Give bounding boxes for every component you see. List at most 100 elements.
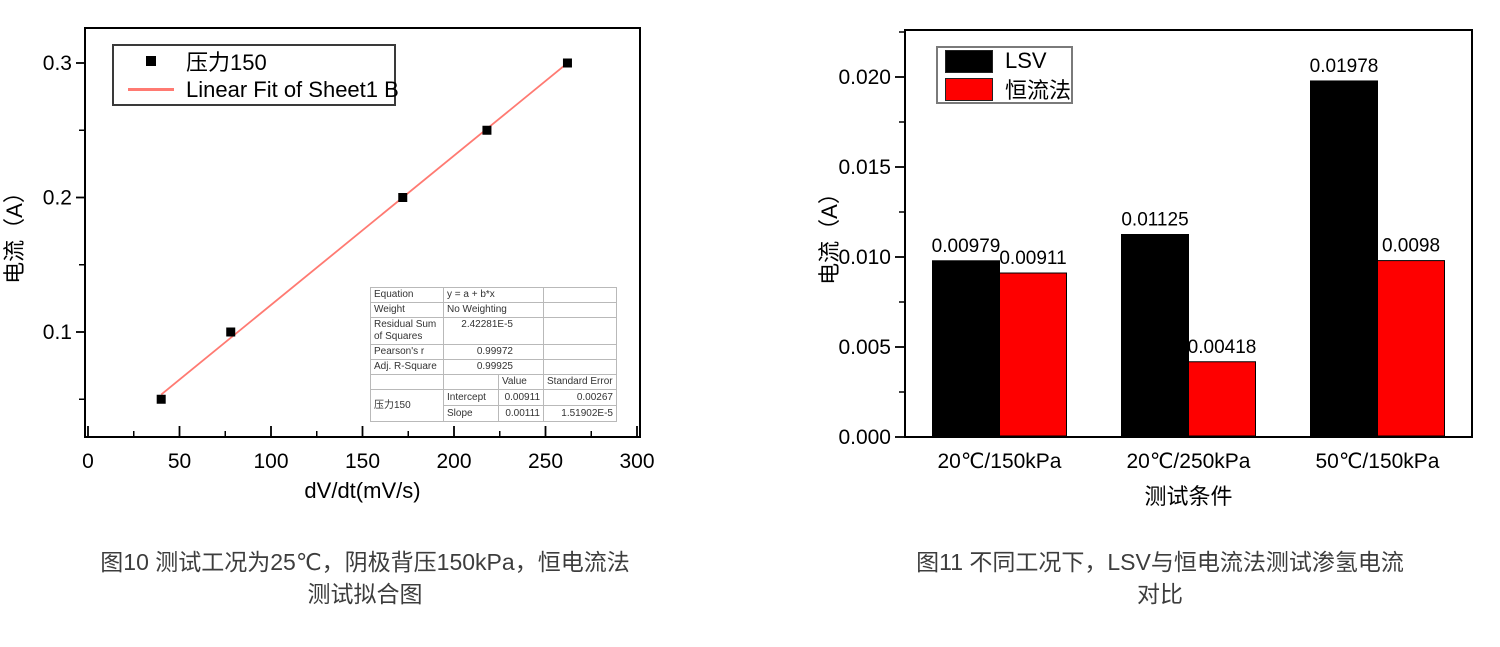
bar-lsv (932, 260, 1000, 437)
x-category-label: 50℃/150kPa (1315, 450, 1439, 473)
stats-cell: No Weighting (443, 302, 544, 318)
bar-value-label: 0.0098 (1382, 236, 1440, 257)
bar-lsv (1121, 234, 1189, 437)
stats-cell (443, 374, 499, 390)
linear-fit-line (160, 62, 569, 396)
stats-row: Slope 0.00111 1.51902E-5 (371, 405, 617, 422)
stats-cell: Weight (370, 302, 444, 318)
stats-cell: 压力150 (370, 389, 444, 422)
data-point (156, 394, 166, 404)
x-axis-tick-label: 0 (82, 450, 94, 473)
fig11-caption: 图11 不同工况下，LSV与恒电流法测试渗氢电流 对比 (860, 546, 1460, 610)
y-axis-tick-label: 0.3 (43, 52, 72, 75)
fig11-caption-line1: 图11 不同工况下，LSV与恒电流法测试渗氢电流 (916, 549, 1404, 575)
stats-cell (543, 359, 617, 375)
fig10-plot-frame (84, 27, 641, 438)
fig10-legend: 压力150 Linear Fit of Sheet1 B (112, 44, 399, 106)
fit-stats-table: Equation y = a + b*x Weight No Weighting… (370, 287, 617, 422)
data-point (482, 125, 492, 135)
fig11-legend-item-lsv: LSV (938, 48, 1071, 73)
bar-constant-current (999, 272, 1067, 437)
bar-value-label: 0.00979 (932, 236, 1001, 257)
legend-marker-wrap (128, 55, 174, 66)
x-category-label: 20℃/150kPa (937, 450, 1061, 473)
x-axis-tick-label: 200 (436, 450, 471, 473)
stats-cell: y = a + b*x (443, 287, 544, 303)
fig11-plot-frame (904, 29, 1473, 438)
bar-value-label: 0.01978 (1310, 56, 1379, 77)
bar-value-label: 0.01125 (1121, 210, 1188, 231)
stats-cell: 1.51902E-5 (543, 405, 617, 422)
fig10-caption: 图10 测试工况为25℃，阴极背压150kPa，恒电流法 测试拟合图 (40, 546, 690, 610)
data-point (398, 193, 408, 202)
bar-lsv (1310, 80, 1378, 437)
legend-label: LSV (1005, 48, 1047, 73)
bar-value-label: 0.00911 (999, 248, 1066, 269)
x-axis-tick-label: 50 (168, 450, 191, 473)
legend-label: Linear Fit of Sheet1 B (186, 76, 399, 102)
lsv-swatch-icon (945, 49, 993, 73)
legend-label: 恒流法 (1004, 78, 1071, 103)
fig10-legend-item-data: 压力150 (114, 47, 394, 75)
fig11-x-axis-title: 测试条件 (1144, 484, 1232, 509)
x-axis-tick-label: 250 (528, 450, 563, 473)
y-axis-tick-label: 0.000 (838, 426, 891, 449)
constant-current-swatch-icon (945, 77, 993, 101)
fig10-x-axis-title: dV/dt(mV/s) (304, 478, 420, 503)
fig10-caption-line1: 图10 测试工况为25℃，阴极背压150kPa，恒电流法 (100, 549, 630, 575)
stats-cell: 0.00111 (498, 405, 544, 422)
stats-cell: Equation (370, 287, 444, 303)
stats-row: Adj. R-Square 0.99925 (370, 359, 617, 375)
bar-constant-current (1377, 260, 1445, 437)
line-marker-icon (128, 88, 174, 91)
fig11-caption-line2: 对比 (1137, 581, 1183, 607)
stats-row: Residual Sum of Squares 2.42281E-5 (370, 317, 617, 345)
y-axis-tick-label: 0.015 (838, 156, 891, 179)
stats-cell: Residual Sum of Squares (370, 317, 444, 345)
x-axis-tick-label: 150 (345, 450, 380, 473)
data-point (226, 327, 236, 337)
stats-cell (543, 287, 617, 303)
stats-row: Weight No Weighting (370, 302, 617, 318)
y-axis-tick-label: 0.1 (43, 321, 72, 344)
stats-cell: 0.99972 (443, 344, 544, 360)
fig10-y-axis-title: 电流（A） (2, 181, 27, 284)
stats-header-row: Value Standard Error (370, 374, 617, 390)
stats-cell (543, 302, 617, 318)
y-axis-tick-label: 0.005 (838, 336, 891, 359)
stats-row: Equation y = a + b*x (370, 287, 617, 303)
stats-cell: Adj. R-Square (370, 359, 444, 375)
bar-value-label: 0.00418 (1188, 337, 1257, 358)
stats-cell: 2.42281E-5 (443, 317, 544, 345)
x-axis-tick-label: 300 (619, 450, 654, 473)
stats-row: 压力150 Intercept 0.00911 0.00267 (370, 389, 617, 422)
stats-row: Pearson's r 0.99972 (370, 344, 617, 360)
stats-cell: 0.99925 (443, 359, 544, 375)
x-category-label: 20℃/250kPa (1126, 450, 1250, 473)
fig10-caption-line2: 测试拟合图 (307, 581, 423, 607)
stats-cell: Standard Error (543, 374, 617, 390)
stats-cell: Value (498, 374, 544, 390)
square-marker-icon (146, 55, 156, 66)
stats-cell: 0.00911 (498, 389, 544, 406)
data-point (562, 58, 572, 68)
stats-cell (370, 374, 444, 390)
stats-cell: Pearson's r (370, 344, 444, 360)
bar-constant-current (1188, 361, 1256, 437)
fig11-y-axis-title: 电流（A） (817, 182, 842, 285)
stats-cell: Intercept (443, 389, 499, 406)
stats-cell: Slope (443, 405, 499, 422)
y-axis-tick-label: 0.010 (838, 246, 891, 269)
legend-marker-wrap (128, 88, 174, 91)
legend-label: 压力150 (186, 49, 267, 75)
fig10-legend-item-fit: Linear Fit of Sheet1 B (114, 76, 399, 104)
y-axis-tick-label: 0.020 (838, 66, 891, 89)
stats-cell: 0.00267 (543, 389, 617, 406)
y-axis-tick-label: 0.2 (43, 187, 72, 210)
stats-cell (543, 344, 617, 360)
fig11-legend: LSV 恒流法 (936, 46, 1073, 104)
fig11-legend-item-constant-current: 恒流法 (938, 77, 1071, 103)
stats-cell (543, 317, 617, 345)
